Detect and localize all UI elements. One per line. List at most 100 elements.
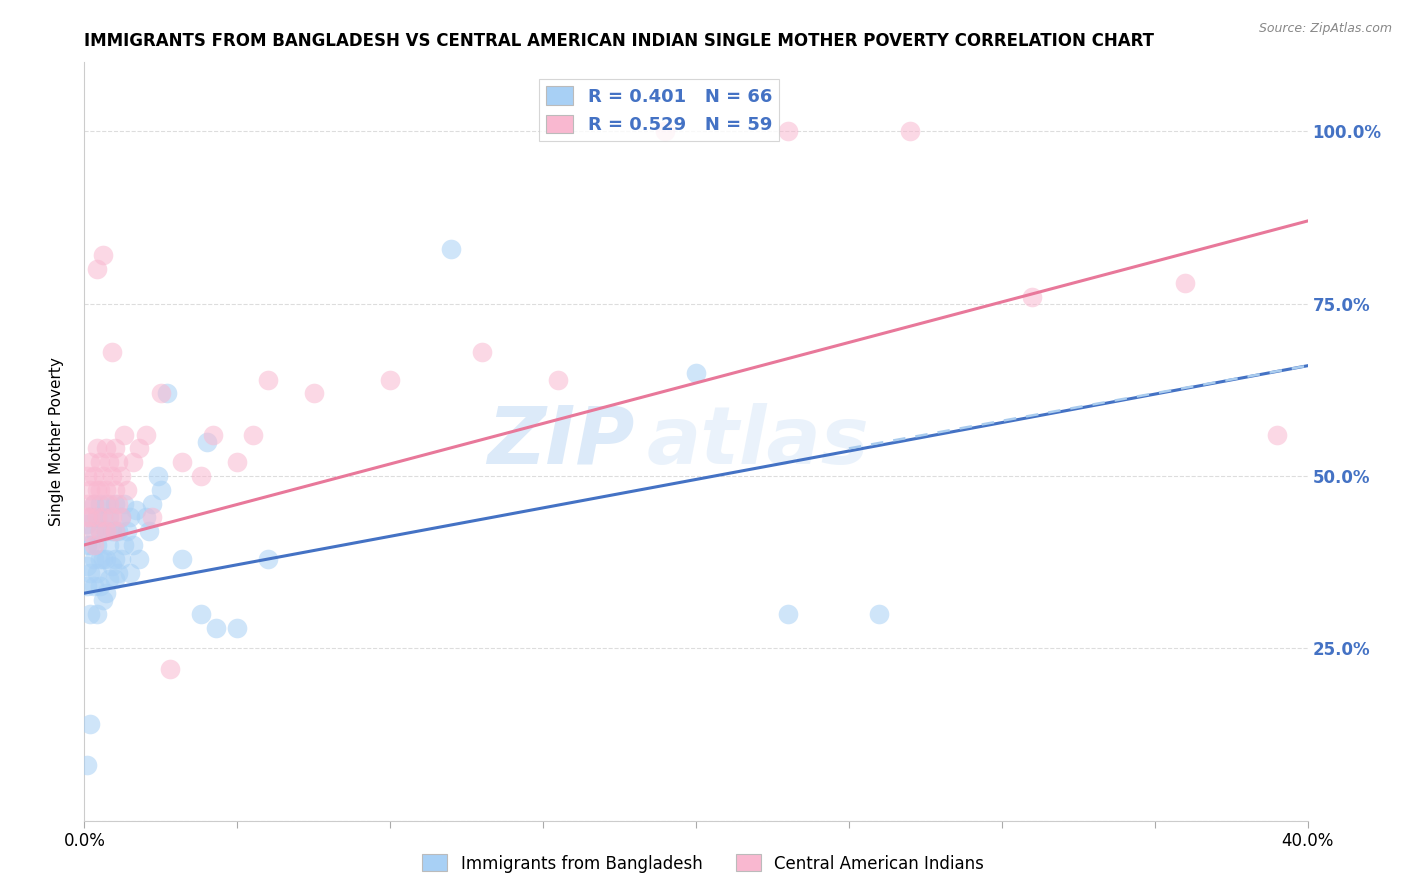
Point [83, 538, 105, 552]
Point [226, 621, 249, 635]
Point [86, 607, 108, 621]
Point [302, 386, 325, 401]
Point [112, 427, 135, 442]
Point [79, 483, 101, 497]
Point [128, 442, 150, 456]
Point [76, 558, 98, 573]
Point [159, 662, 181, 676]
Point [685, 366, 707, 380]
Point [89, 524, 111, 538]
Point [110, 510, 132, 524]
Point [79, 455, 101, 469]
Point [107, 524, 129, 538]
Point [471, 345, 494, 359]
Point [91, 248, 114, 262]
Text: IMMIGRANTS FROM BANGLADESH VS CENTRAL AMERICAN INDIAN SINGLE MOTHER POVERTY CORR: IMMIGRANTS FROM BANGLADESH VS CENTRAL AM… [84, 32, 1154, 50]
Point [76, 524, 98, 538]
Point [97, 455, 120, 469]
Point [101, 469, 124, 483]
Text: ZIP: ZIP [488, 402, 636, 481]
Point [149, 386, 172, 401]
Point [89, 497, 111, 511]
Point [146, 469, 169, 483]
Point [898, 124, 921, 138]
Point [83, 497, 105, 511]
Point [94, 551, 117, 566]
Point [94, 524, 117, 538]
Point [135, 510, 157, 524]
Point [110, 510, 132, 524]
Point [97, 573, 120, 587]
Point [76, 579, 98, 593]
Point [1021, 290, 1043, 304]
Point [76, 538, 98, 552]
Point [156, 386, 179, 401]
Point [141, 510, 163, 524]
Point [141, 497, 163, 511]
Point [128, 551, 150, 566]
Point [101, 510, 124, 524]
Point [440, 242, 463, 256]
Point [76, 469, 98, 483]
Point [79, 607, 101, 621]
Point [190, 607, 212, 621]
Point [195, 434, 218, 449]
Point [547, 372, 569, 386]
Point [115, 524, 138, 538]
Point [101, 558, 124, 573]
Point [257, 551, 280, 566]
Legend: Immigrants from Bangladesh, Central American Indians: Immigrants from Bangladesh, Central Amer… [416, 847, 990, 880]
Point [83, 497, 105, 511]
Point [76, 497, 98, 511]
Point [172, 551, 194, 566]
Point [135, 427, 157, 442]
Point [205, 621, 228, 635]
Y-axis label: Single Mother Poverty: Single Mother Poverty [49, 357, 63, 526]
Point [107, 497, 129, 511]
Point [83, 524, 105, 538]
Point [79, 566, 101, 580]
Point [79, 510, 101, 524]
Point [107, 455, 129, 469]
Point [104, 573, 127, 587]
Point [97, 497, 120, 511]
Point [122, 455, 145, 469]
Point [86, 510, 108, 524]
Point [86, 483, 108, 497]
Point [1174, 276, 1197, 290]
Point [172, 455, 194, 469]
Point [1265, 427, 1288, 442]
Point [257, 372, 280, 386]
Point [83, 579, 105, 593]
Point [83, 469, 105, 483]
Point [94, 442, 117, 456]
Point [120, 566, 142, 580]
Point [110, 551, 132, 566]
Point [226, 455, 249, 469]
Point [201, 427, 224, 442]
Point [115, 483, 138, 497]
Point [79, 510, 101, 524]
Point [89, 455, 111, 469]
Point [89, 524, 111, 538]
Point [107, 566, 129, 580]
Point [79, 538, 101, 552]
Point [91, 510, 114, 524]
Point [89, 579, 111, 593]
Point [104, 497, 127, 511]
Point [91, 551, 114, 566]
Point [104, 551, 127, 566]
Point [97, 510, 120, 524]
Point [869, 607, 891, 621]
Point [76, 758, 98, 772]
Point [86, 566, 108, 580]
Point [112, 497, 135, 511]
Point [654, 124, 676, 138]
Point [138, 524, 160, 538]
Point [91, 469, 114, 483]
Point [86, 262, 108, 277]
Point [83, 551, 105, 566]
Point [104, 524, 127, 538]
Text: Source: ZipAtlas.com: Source: ZipAtlas.com [1258, 22, 1392, 36]
Point [94, 524, 117, 538]
